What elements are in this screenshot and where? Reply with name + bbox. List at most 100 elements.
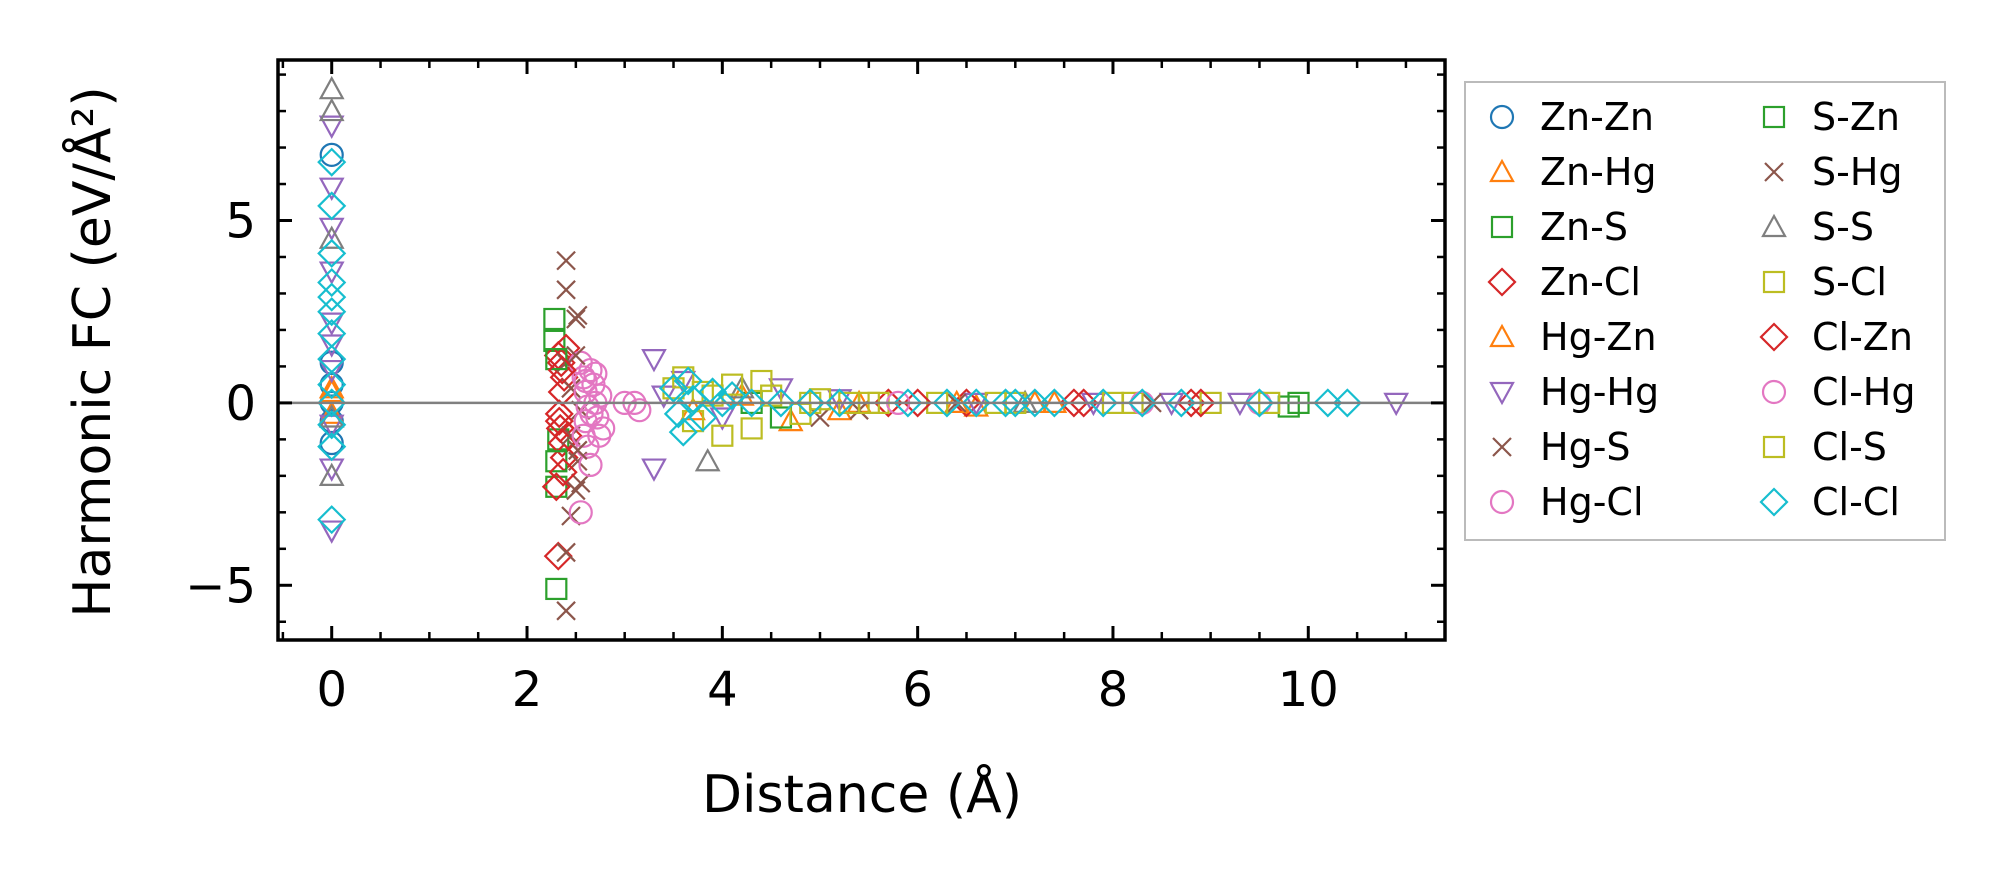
data-point — [545, 475, 568, 498]
y-tick-label: 0 — [225, 376, 256, 432]
data-point — [893, 388, 923, 418]
x-tick-label: 0 — [316, 662, 347, 718]
y-axis-title: Harmonic FC (eV/Å²) — [61, 86, 123, 617]
legend-item: Cl-Cl — [1759, 480, 1900, 524]
data-point — [544, 406, 574, 436]
legend-marker — [1761, 379, 1787, 405]
data-point — [566, 309, 586, 329]
data-point — [568, 440, 588, 461]
legend-marker — [1759, 487, 1789, 517]
legend-item: Hg-Hg — [1489, 370, 1659, 414]
data-point — [573, 409, 598, 434]
data-point — [317, 410, 347, 440]
data-point — [1166, 388, 1196, 418]
y-tick-label: 5 — [225, 194, 256, 250]
data-point — [543, 541, 573, 571]
data-point — [545, 577, 568, 601]
data-point — [318, 400, 345, 424]
data-point — [932, 388, 962, 418]
legend-item: S-Zn — [1762, 95, 1900, 139]
data-point — [709, 407, 736, 431]
legend-label: Hg-Cl — [1540, 480, 1644, 524]
data-point — [688, 402, 718, 433]
data-point — [318, 359, 345, 384]
legend-marker — [1489, 158, 1515, 183]
legend-item: Zn-Zn — [1489, 95, 1654, 139]
data-point — [663, 399, 693, 429]
data-point — [587, 423, 612, 448]
legend-label: Hg-Zn — [1540, 315, 1657, 359]
legend-label: S-Hg — [1812, 150, 1903, 194]
data-point — [769, 406, 793, 429]
data-point — [317, 238, 347, 268]
data-point — [583, 361, 608, 386]
data-point — [641, 458, 667, 482]
data-point — [566, 480, 586, 501]
data-point — [319, 142, 344, 167]
data-point — [547, 355, 577, 385]
data-point — [318, 75, 345, 100]
series-Cl-Cl — [317, 147, 1362, 535]
data-point — [627, 398, 652, 423]
data-point — [717, 381, 747, 411]
data-point — [1020, 388, 1050, 418]
data-point — [317, 432, 347, 462]
legend-label: Cl-S — [1812, 425, 1887, 469]
data-point — [658, 373, 689, 403]
series-Zn-S — [543, 307, 1310, 601]
data-point — [694, 447, 721, 472]
data-point — [578, 357, 603, 383]
legend-marker — [1492, 437, 1512, 457]
data-point — [317, 147, 347, 177]
data-point — [318, 462, 345, 486]
data-point — [318, 97, 345, 122]
data-point — [1088, 388, 1118, 418]
data-point — [561, 378, 581, 399]
series-Cl-Zn — [544, 355, 1216, 487]
data-marks — [317, 75, 1410, 621]
legend-item: Zn-S — [1490, 205, 1628, 249]
data-point — [1313, 388, 1343, 418]
data-point — [556, 280, 576, 300]
data-point — [707, 388, 737, 418]
series-Hg-S — [556, 250, 1162, 621]
data-point — [317, 297, 347, 327]
legend-label: Hg-S — [1540, 425, 1631, 469]
data-point — [777, 407, 804, 432]
data-point — [1244, 388, 1275, 418]
y-tick-label: −5 — [185, 558, 256, 614]
x-tick-label: 10 — [1278, 662, 1339, 718]
legend-label: Zn-Zn — [1540, 95, 1654, 139]
data-point — [545, 348, 568, 371]
legend: Zn-Zn Zn-Hg Zn-S Zn-Cl Hg-Zn Hg-Hg Hg-S Hg-Cl S-… — [1464, 81, 1946, 541]
data-point — [317, 505, 347, 535]
legend-label: S-Cl — [1812, 260, 1887, 304]
legend-item: Zn-Cl — [1487, 260, 1641, 304]
data-point — [317, 267, 347, 298]
x-tick-label: 2 — [512, 662, 543, 718]
legend-label: Cl-Zn — [1812, 315, 1913, 359]
data-point — [318, 312, 345, 336]
plot-frame — [276, 58, 1447, 642]
data-point — [318, 261, 345, 285]
legend-label: Cl-Cl — [1812, 480, 1900, 524]
legend-item: S-Cl — [1762, 260, 1887, 304]
data-point — [317, 282, 347, 312]
legend-item: Cl-Hg — [1761, 370, 1916, 414]
legend-item: Cl-Zn — [1759, 315, 1913, 359]
data-point — [795, 388, 825, 418]
data-point — [1332, 388, 1362, 418]
legend-label: Cl-Hg — [1812, 370, 1916, 414]
legend-item: Hg-S — [1492, 425, 1631, 469]
legend-marker — [1490, 215, 1514, 239]
data-point — [318, 177, 345, 201]
data-point — [1127, 388, 1157, 418]
data-point — [1000, 388, 1030, 418]
data-point — [750, 369, 773, 393]
data-point — [711, 424, 734, 447]
legend-label: Zn-Cl — [1540, 260, 1641, 304]
data-point — [668, 417, 698, 447]
legend-item: Hg-Zn — [1489, 315, 1657, 359]
data-point — [737, 388, 767, 418]
